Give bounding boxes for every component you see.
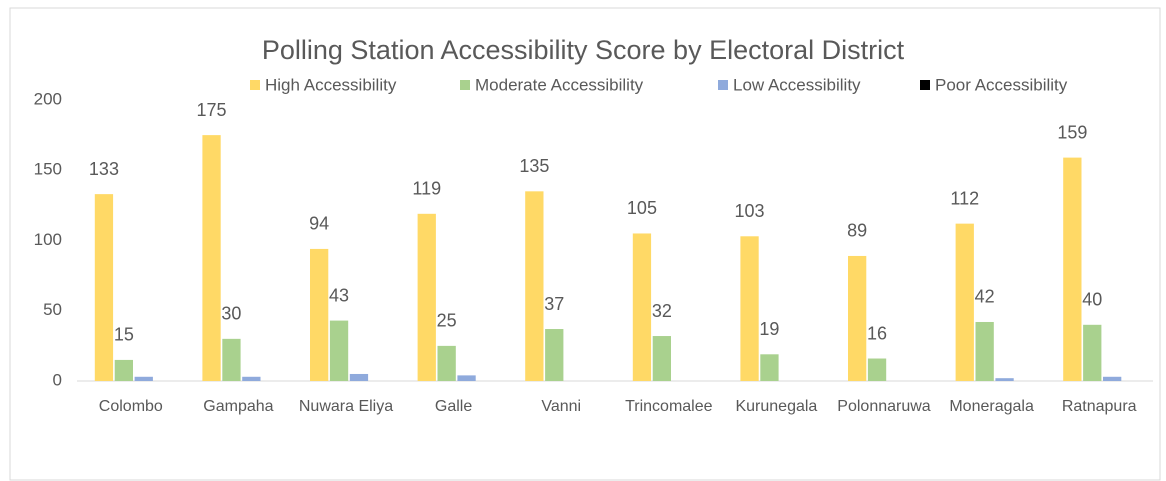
data-label: 37 bbox=[544, 294, 564, 314]
data-label: 89 bbox=[847, 221, 867, 241]
bar bbox=[867, 358, 887, 381]
legend-swatch bbox=[460, 80, 470, 90]
bar bbox=[1103, 376, 1122, 381]
bar bbox=[349, 373, 369, 381]
data-label: 94 bbox=[309, 214, 329, 234]
x-tick-label: Colombo bbox=[99, 398, 163, 415]
x-tick-label: Gampaha bbox=[203, 398, 273, 415]
bar bbox=[760, 354, 779, 381]
y-tick-label: 100 bbox=[34, 230, 62, 249]
bar bbox=[437, 345, 456, 381]
x-tick-label: Nuwara Eliya bbox=[299, 398, 393, 415]
bar bbox=[652, 336, 671, 381]
bar bbox=[329, 320, 349, 381]
legend-label: Moderate Accessibility bbox=[475, 75, 644, 94]
data-label: 30 bbox=[221, 304, 241, 324]
data-label: 43 bbox=[329, 285, 349, 305]
data-label: 42 bbox=[975, 287, 995, 307]
legend-swatch bbox=[718, 80, 728, 90]
data-label: 119 bbox=[412, 179, 441, 199]
legend-swatch bbox=[250, 80, 260, 90]
bar bbox=[975, 321, 994, 381]
x-tick-label: Kurunegala bbox=[735, 398, 817, 415]
y-tick-label: 200 bbox=[34, 89, 62, 108]
x-tick-label: Galle bbox=[435, 398, 472, 415]
data-label: 159 bbox=[1057, 122, 1087, 142]
data-label: 15 bbox=[114, 325, 134, 345]
data-label: 16 bbox=[867, 323, 887, 343]
data-label: 175 bbox=[197, 100, 227, 120]
bar bbox=[134, 376, 153, 381]
chart-title: Polling Station Accessibility Score by E… bbox=[262, 35, 905, 65]
bar bbox=[94, 194, 114, 381]
bar bbox=[545, 329, 564, 381]
legend-label: Poor Accessibility bbox=[935, 75, 1068, 94]
data-label: 19 bbox=[759, 319, 779, 339]
x-tick-label: Moneragala bbox=[949, 398, 1034, 415]
legend-label: High Accessibility bbox=[265, 75, 397, 94]
y-tick-label: 50 bbox=[43, 300, 62, 319]
data-label: 105 bbox=[627, 198, 657, 218]
bar bbox=[632, 233, 652, 381]
data-label: 40 bbox=[1082, 290, 1102, 310]
y-tick-label: 150 bbox=[34, 160, 62, 179]
bar bbox=[457, 375, 476, 381]
bar bbox=[1083, 324, 1102, 381]
x-tick-label: Ratnapura bbox=[1062, 398, 1137, 415]
bar bbox=[1063, 157, 1082, 381]
y-tick-label: 0 bbox=[53, 370, 62, 389]
bar bbox=[995, 378, 1014, 381]
bar bbox=[242, 376, 261, 381]
data-label: 133 bbox=[89, 159, 119, 179]
data-label: 135 bbox=[519, 156, 549, 176]
bar bbox=[222, 338, 241, 381]
data-label: 25 bbox=[437, 311, 457, 331]
data-label: 32 bbox=[652, 301, 672, 321]
x-tick-label: Polonnaruwa bbox=[837, 398, 931, 415]
bar bbox=[310, 248, 329, 381]
legend-label: Low Accessibility bbox=[733, 75, 861, 94]
bar bbox=[525, 191, 544, 381]
bar bbox=[740, 236, 759, 381]
bar bbox=[202, 135, 221, 381]
bar bbox=[955, 223, 974, 381]
data-label: 112 bbox=[950, 188, 979, 208]
x-tick-label: Trincomalee bbox=[625, 398, 713, 415]
x-tick-label: Vanni bbox=[541, 398, 581, 415]
legend-swatch bbox=[920, 80, 930, 90]
bar bbox=[417, 213, 436, 381]
data-label: 103 bbox=[735, 201, 765, 221]
bar bbox=[848, 255, 867, 381]
bar bbox=[114, 359, 133, 381]
